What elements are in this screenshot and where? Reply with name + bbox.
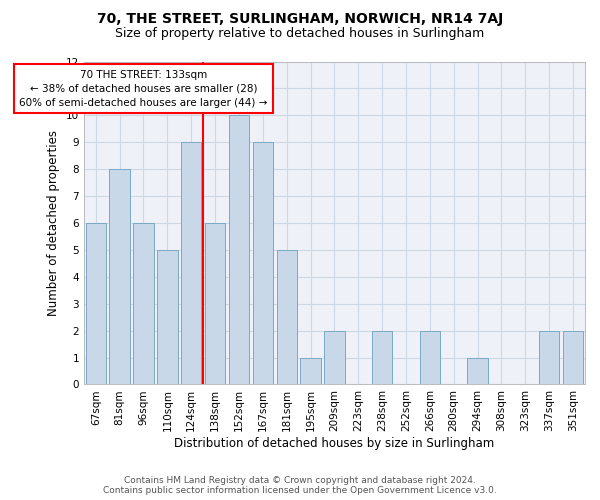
Bar [563, 330, 583, 384]
Bar [372, 330, 392, 384]
Bar [277, 250, 297, 384]
Bar [467, 358, 488, 384]
Text: Size of property relative to detached houses in Surlingham: Size of property relative to detached ho… [115, 28, 485, 40]
Bar [86, 223, 106, 384]
Bar [157, 250, 178, 384]
Bar [109, 169, 130, 384]
Bar [420, 330, 440, 384]
Bar [181, 142, 202, 384]
X-axis label: Distribution of detached houses by size in Surlingham: Distribution of detached houses by size … [174, 437, 494, 450]
Y-axis label: Number of detached properties: Number of detached properties [47, 130, 60, 316]
Bar [253, 142, 273, 384]
Text: 70 THE STREET: 133sqm
← 38% of detached houses are smaller (28)
60% of semi-deta: 70 THE STREET: 133sqm ← 38% of detached … [19, 70, 268, 108]
Bar [205, 223, 225, 384]
Bar [324, 330, 344, 384]
Bar [301, 358, 320, 384]
Bar [229, 116, 249, 384]
Text: Contains HM Land Registry data © Crown copyright and database right 2024.
Contai: Contains HM Land Registry data © Crown c… [103, 476, 497, 495]
Bar [133, 223, 154, 384]
Text: 70, THE STREET, SURLINGHAM, NORWICH, NR14 7AJ: 70, THE STREET, SURLINGHAM, NORWICH, NR1… [97, 12, 503, 26]
Bar [539, 330, 559, 384]
